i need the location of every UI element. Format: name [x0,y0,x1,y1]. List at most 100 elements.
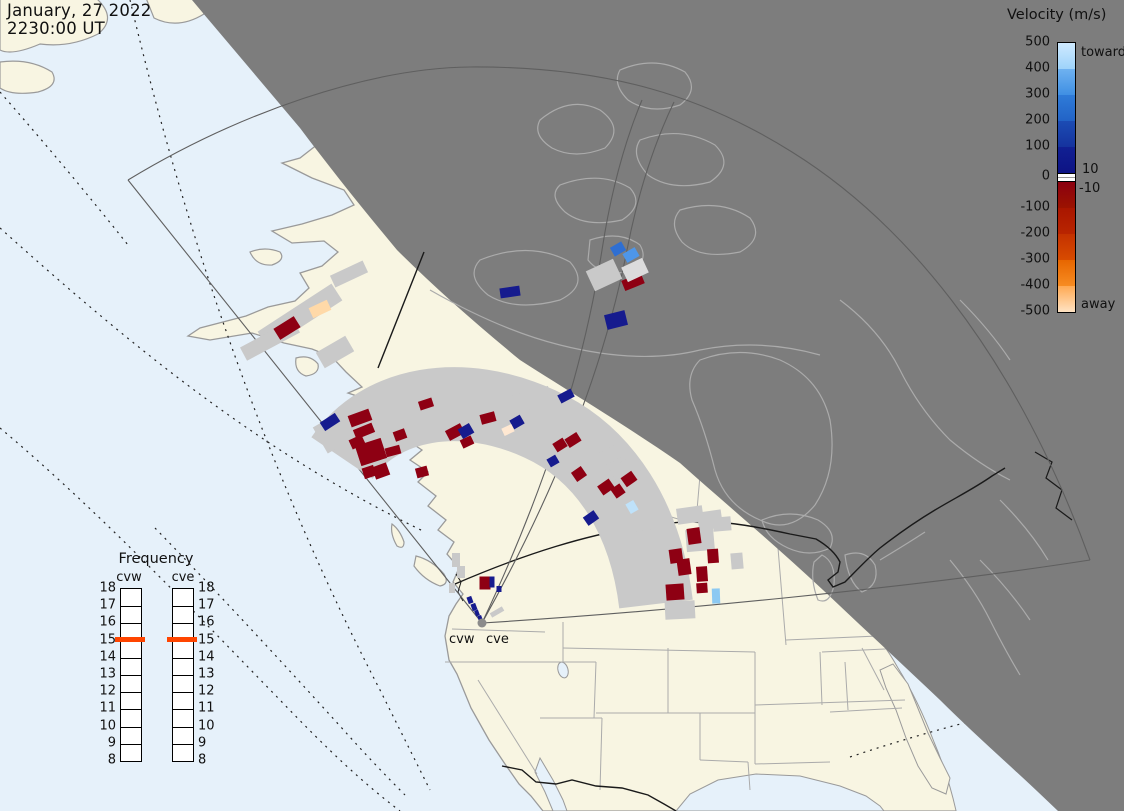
velocity-tick-label: 300 [1025,86,1050,102]
velocity-cell [696,582,708,594]
frequency-bar-cell [173,640,193,658]
frequency-bar-cell [121,640,141,658]
colorbar-segment [1058,234,1075,260]
velocity-cell [444,423,466,441]
velocity-cell [665,583,685,601]
ground-scatter-patch [489,606,505,618]
velocity-tick-label: -100 [1020,199,1050,215]
frequency-tick-label: 15 [198,632,215,648]
colorbar-segment [1058,43,1075,69]
frequency-tick-label: 18 [198,580,215,596]
frequency-tick-label: 12 [198,683,215,699]
velocity-cell [474,609,480,617]
velocity-cell [582,510,600,526]
map-radar-label-cvw: cvw [449,632,475,647]
velocity-tick-label: -300 [1020,251,1050,267]
ground-scatter-patch [730,552,744,570]
colorbar-segment [1058,121,1075,147]
velocity-cell [392,428,408,442]
ground-scatter-patch [609,455,641,485]
frequency-bar-cell [121,606,141,624]
velocity-cell [352,422,376,440]
frequency-tick-label: 16 [99,614,116,630]
velocity-cell [371,462,391,480]
frequency-marker-cvw [115,637,145,643]
us-mexico-border [501,765,677,811]
velocity-colorbar [1057,42,1076,313]
frequency-col-cve: cve [171,570,195,585]
velocity-cell [417,397,435,411]
velocity-cell [273,316,301,340]
frequency-bar-cell [173,606,193,624]
velocity-cell [308,299,332,319]
frequency-bar-cell [121,743,141,761]
timestamp-header: January, 27 2022 2230:00 UT [7,2,151,38]
velocity-cells [273,241,721,622]
velocity-cell [564,432,582,448]
velocity-cell [621,257,649,283]
frequency-tick-label: 17 [99,597,116,613]
time-label: 2230:00 UT [7,19,105,38]
frequency-bar-cell [173,726,193,744]
state-borders [445,451,906,791]
velocity-cell [470,602,478,612]
gulf-of-mexico [675,773,885,811]
velocity-cell [496,586,502,592]
ground-scatter-patch [452,553,460,567]
frequency-bar-cell [173,692,193,710]
velocity-tick-label: -400 [1020,277,1050,293]
velocity-tick-label: 500 [1025,34,1050,50]
velocity-cell [557,388,575,404]
velocity-cell [695,566,709,582]
frequency-tick-label: 14 [99,649,116,665]
velocity-cell [457,422,475,440]
toward-label: toward [1081,45,1124,60]
frequency-bar-cell [121,674,141,693]
radar-site-dot [477,618,487,628]
frequency-bar-cell [173,674,193,693]
night-region [192,0,1124,811]
frequency-tick-label: 9 [198,735,207,751]
ground-scatter-patch [507,385,553,415]
away-label: away [1081,297,1116,312]
colorbar-segment [1058,147,1075,173]
velocity-cell [625,499,639,515]
frequency-bar-cell [121,623,141,641]
velocity-cell [620,470,638,488]
velocity-tick-label: -200 [1020,225,1050,241]
fov-inner-beam-2 [481,101,675,624]
velocity-cell [319,412,341,432]
velocity-cell [707,548,719,564]
frequency-tick-label: 8 [107,752,116,768]
frequency-bar-cell [173,743,193,761]
frequency-tick-label: 18 [99,580,116,596]
velocity-cell [466,595,474,605]
velocity-cell [501,424,515,436]
frequency-tick-label: 11 [198,700,215,716]
ground-scatter-patch [449,583,455,593]
frequency-tick-label: 13 [99,666,116,682]
colorbar-segment [1058,286,1075,312]
velocity-cell [479,576,491,590]
ground-scatter-patch [585,258,623,292]
velocity-cell [621,272,645,292]
frequency-bar-cell [173,709,193,727]
velocity-cell [552,437,568,453]
ground-scatter-patch [315,335,355,369]
fov-left-edge [127,179,483,624]
velocity-tick-label: 100 [1025,138,1050,154]
threshold-upper-label: 10 [1082,162,1099,177]
velocity-cell [384,444,402,458]
atlantic-ne-coast [1034,451,1073,521]
frequency-tick-label: 10 [99,718,116,734]
velocity-cell [354,437,388,467]
florida-peninsula [879,663,951,795]
frequency-bar-cell [121,589,141,607]
frequency-tick-label: 13 [198,666,215,682]
frequency-tick-label: 8 [198,752,207,768]
frequency-legend-title: Frequency [118,551,194,567]
frequency-tick-label: 9 [107,735,116,751]
threshold-lower-label: -10 [1079,181,1101,196]
frequency-bar-cvw [120,588,142,762]
